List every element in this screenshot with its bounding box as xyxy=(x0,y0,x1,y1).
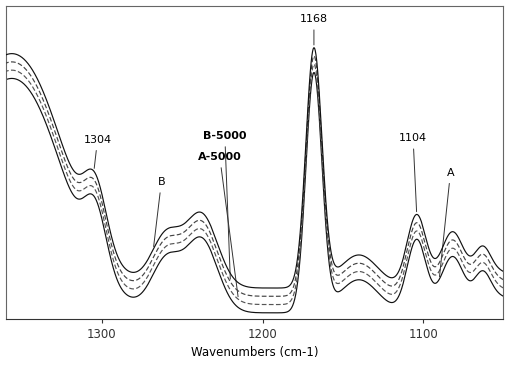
X-axis label: Wavenumbers (cm-1): Wavenumbers (cm-1) xyxy=(191,346,318,360)
Text: B-5000: B-5000 xyxy=(203,131,246,279)
Text: 1104: 1104 xyxy=(399,134,427,212)
Text: 1168: 1168 xyxy=(300,14,328,45)
Text: 1304: 1304 xyxy=(83,135,111,168)
Text: B: B xyxy=(154,177,165,246)
Text: A-5000: A-5000 xyxy=(198,152,242,297)
Text: A: A xyxy=(439,168,454,277)
